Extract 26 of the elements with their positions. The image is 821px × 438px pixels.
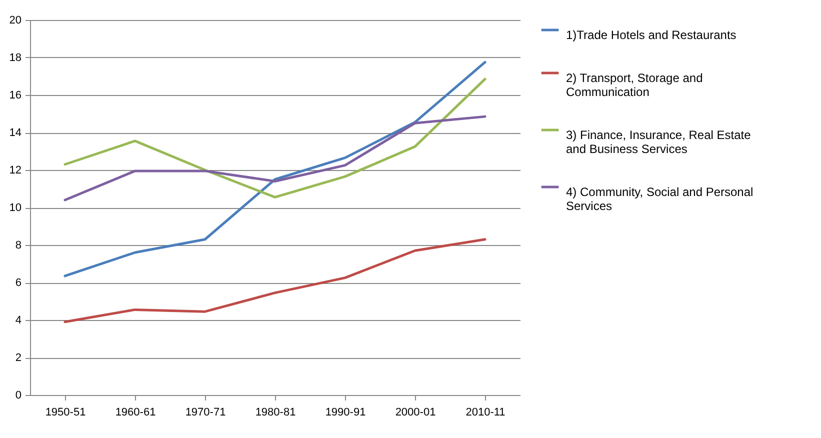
x-tick-label: 1980-81: [255, 406, 296, 418]
legend-label: 1)Trade Hotels and Restaurants: [566, 28, 736, 42]
x-tick-label: 2000-01: [395, 406, 436, 418]
y-tick-label: 10: [9, 202, 22, 214]
line-series: [64, 115, 486, 202]
x-tick-label: 1990-91: [325, 406, 366, 418]
legend-label: 2) Transport, Storage and Communication: [566, 71, 703, 99]
legend-label: 3) Finance, Insurance, Real Estate and Business Services: [566, 128, 752, 156]
y-tick-label: 20: [9, 14, 22, 26]
y-tick-label: 16: [9, 90, 22, 102]
x-tick-label: 1960-61: [115, 406, 156, 418]
y-tick-label: 4: [15, 314, 22, 326]
x-tick-label: 1970-71: [185, 406, 226, 418]
line-series: [64, 60, 486, 278]
y-tick-label: 6: [15, 277, 22, 289]
y-tick-label: 8: [15, 240, 22, 252]
y-tick-label: 14: [9, 127, 22, 139]
x-tick-label: 2010-11: [466, 406, 506, 418]
y-tick-label: 0: [15, 390, 22, 402]
line-series: [64, 78, 486, 198]
y-tick-label: 18: [9, 52, 22, 64]
line-series: [64, 238, 486, 324]
y-tick-label: 2: [15, 352, 22, 364]
x-tick-label: 1950-51: [45, 406, 86, 418]
y-tick-label: 12: [9, 164, 22, 176]
legend-label: 4) Community, Social and Personal Services: [566, 185, 754, 213]
